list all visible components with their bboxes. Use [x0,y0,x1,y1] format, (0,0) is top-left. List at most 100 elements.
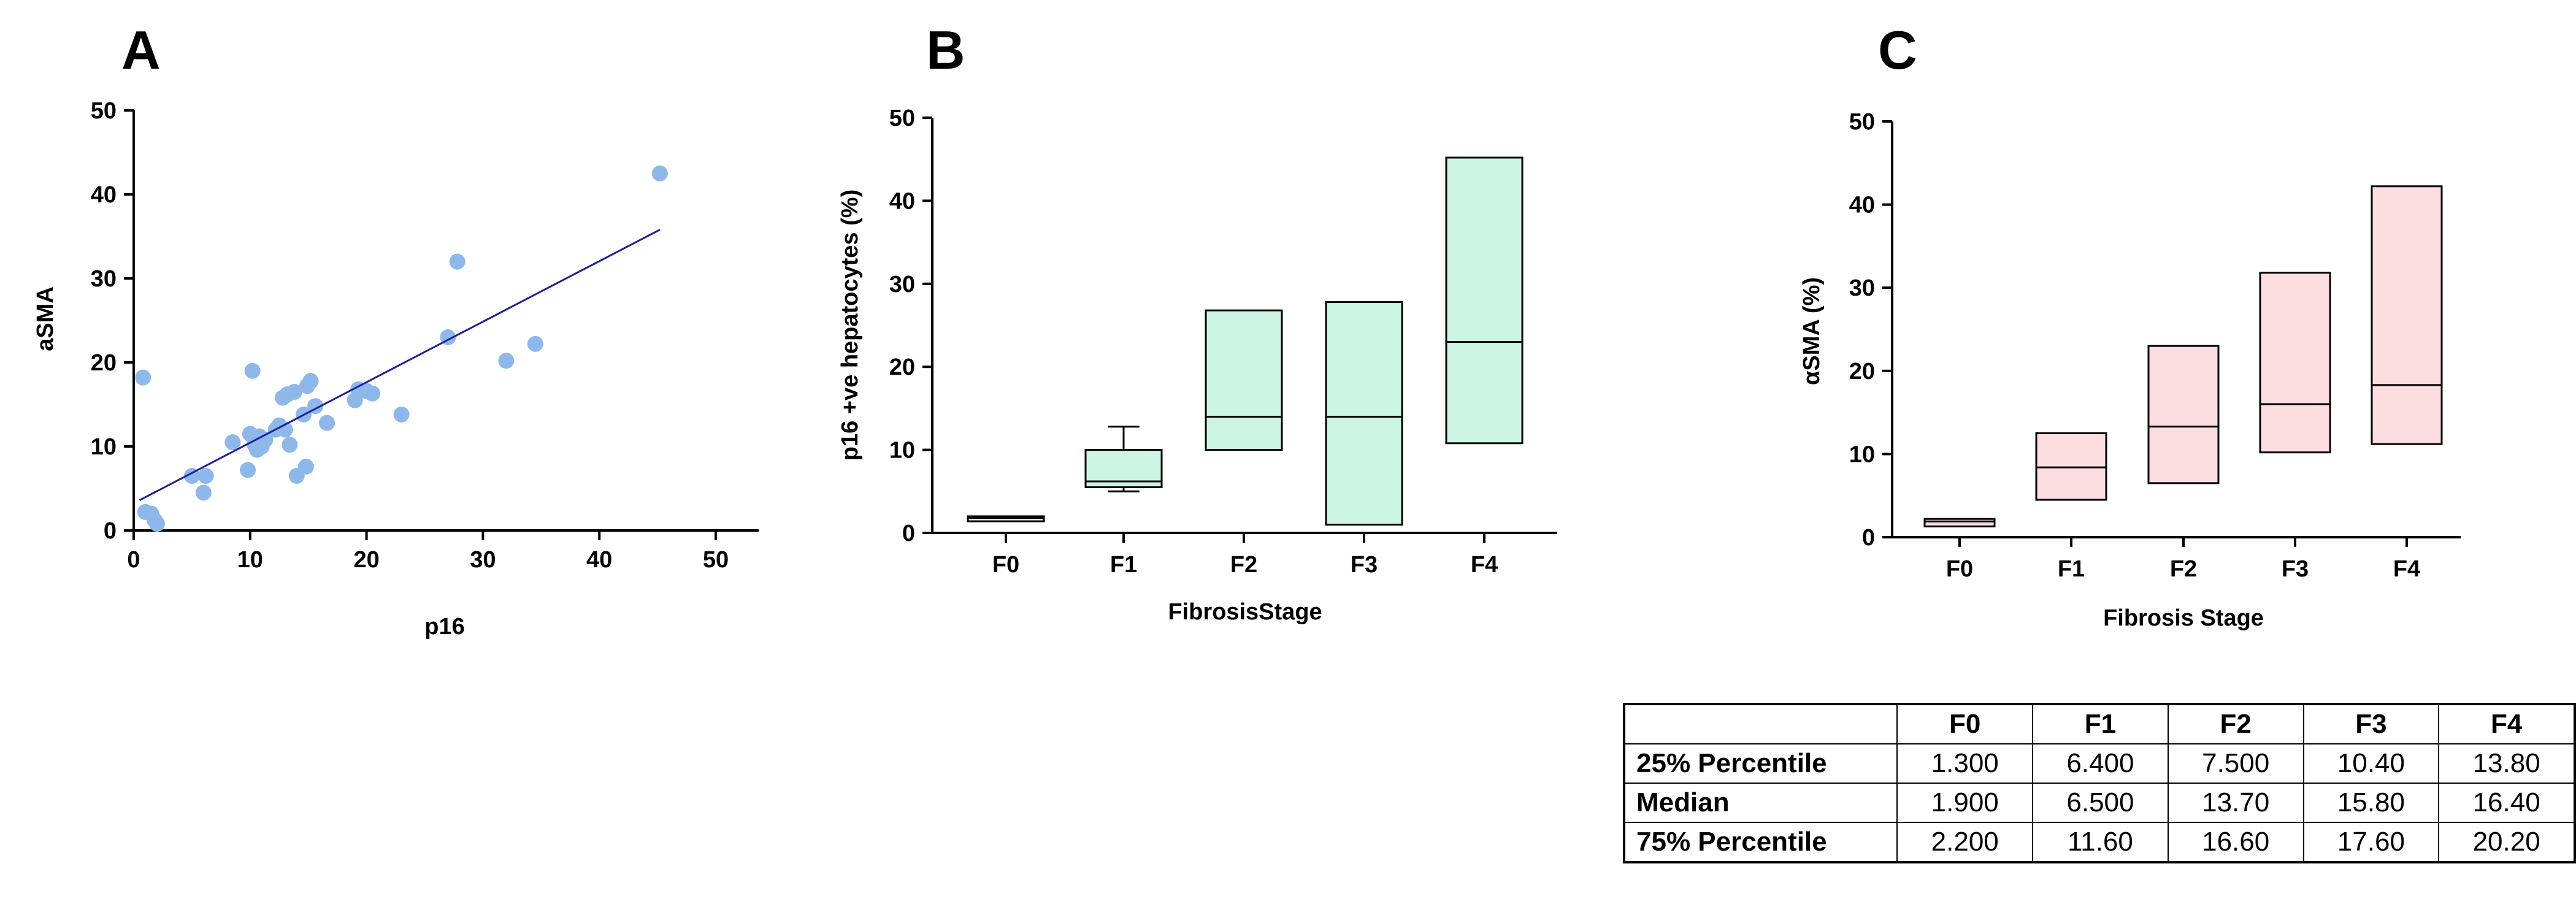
table-row-label: 75% Percentile [1623,822,1898,863]
box-f2 [1205,309,1283,451]
y-tick-label: 50 [91,98,117,124]
scatter-point [224,434,241,451]
table-cell: 17.60 [2302,822,2440,863]
x-tick-label: 0 [127,547,140,573]
box-f4 [1445,156,1524,445]
table-cell: 1.900 [1896,783,2034,823]
scatter-point [393,406,410,423]
panel-b-boxes [967,156,1524,526]
table-cell: 1.300 [1896,743,2034,784]
y-tick-label: 40 [91,182,117,208]
scatter-point [257,432,274,448]
y-tick-label: 30 [889,272,915,297]
percentile-table: F0 F1 F2 F3 F4 25% Percentile 1.300 6.40… [1623,703,2576,863]
y-tick-label: 50 [1849,109,1875,135]
panel-b-x-title: FibrosisStage [1168,599,1322,625]
scatter-point [364,385,381,402]
x-tick-label: 20 [353,547,379,573]
table-cell: 6.400 [2032,743,2169,784]
x-tick-label: 30 [470,547,496,573]
x-tick-label: 50 [703,547,729,573]
x-tick-label: F3 [1351,552,1378,578]
y-tick-label: 0 [104,518,117,544]
scatter-point [148,516,165,532]
box-f3 [2259,272,2331,454]
panel-a-x-title: p16 [424,614,464,640]
table-cell: 15.80 [2302,783,2440,823]
panel-b: B 0 10 20 30 40 50 F0 F1 F2 F3 F4 FibrosisStage p1… [837,20,1557,625]
box-f2 [2147,345,2220,484]
table-col-header: F2 [2167,703,2304,744]
scatter-point [244,362,261,379]
scatter-point [449,253,466,270]
table-cell: 6.500 [2032,783,2169,823]
panel-b-letter: B [926,20,965,80]
panel-c-boxes [1923,185,2443,527]
scatter-point [195,484,212,501]
panel-b-ticks: 0 10 20 30 40 50 F0 F1 F2 F3 F4 [889,105,1498,578]
scatter-point [282,437,298,453]
table-row-label: Median [1623,783,1898,823]
table-cell: 16.40 [2438,783,2575,823]
y-tick-label: 10 [91,434,117,460]
table-cell: 7.500 [2167,743,2304,784]
table-row: 75% Percentile 2.200 11.60 16.60 17.60 2… [1623,822,2575,863]
x-tick-label: F1 [1110,552,1137,578]
scatter-point [651,165,668,182]
x-tick-label: F0 [1946,556,1973,582]
scatter-point [286,383,302,400]
x-tick-label: F3 [2282,556,2309,582]
panel-c-letter: C [1878,20,1917,80]
panel-c: C 0 10 20 30 40 50 F0 F1 F2 F3 F4 Fibrosis Stage α… [1799,20,2461,631]
table-cell: 16.60 [2167,822,2304,863]
x-tick-label: 40 [586,547,612,573]
table-row: 25% Percentile 1.300 6.400 7.500 10.40 1… [1623,743,2575,784]
x-tick-label: F1 [2058,556,2085,582]
y-tick-label: 30 [91,266,117,292]
table-cell: 2.200 [1896,822,2034,863]
y-tick-label: 40 [1849,193,1875,218]
panel-c-y-title: αSMA (%) [1799,277,1825,385]
table-row: Median 1.900 6.500 13.70 15.80 16.40 [1623,783,2575,823]
panel-a: A 0 10 20 30 40 50 0 10 20 30 40 50 p16 aSMA [33,20,759,640]
panel-a-letter: A [121,20,161,80]
table-col-header: F1 [2032,703,2169,744]
scatter-point [240,462,256,478]
y-tick-label: 0 [1862,525,1875,551]
scatter-point [498,353,515,369]
table-col-header: F0 [1896,703,2034,744]
regression-line [139,229,661,502]
table-corner [1623,703,1898,744]
y-tick-label: 10 [1849,442,1875,467]
box-f4 [2371,185,2443,445]
scatter-point [527,335,543,352]
y-tick-label: 20 [1849,359,1875,385]
scatter-point [135,369,151,386]
x-tick-label: F4 [2393,556,2420,582]
table-col-header: F4 [2438,703,2575,744]
box-f3 [1325,301,1403,526]
panel-c-ticks: 0 10 20 30 40 50 F0 F1 F2 F3 F4 [1849,109,2420,582]
table-header-row: F0 F1 F2 F3 F4 [1623,703,2575,744]
panel-a-points [135,165,668,532]
x-tick-label: F0 [992,552,1019,578]
scatter-point [197,467,214,484]
table-cell: 10.40 [2302,743,2440,784]
scatter-point [297,458,314,475]
y-tick-label: 0 [902,521,915,546]
y-tick-label: 10 [889,438,915,464]
table-col-header: F3 [2302,703,2440,744]
table-cell: 11.60 [2032,822,2169,863]
panel-b-y-title: p16 +ve hepatocytes (%) [837,189,863,461]
x-tick-label: F2 [2170,556,2197,582]
y-tick-label: 40 [889,188,915,214]
y-tick-label: 20 [889,354,915,380]
table-cell: 13.80 [2438,743,2575,784]
panel-a-ticks: 0 10 20 30 40 50 0 10 20 30 40 50 [91,98,729,573]
table-row-label: 25% Percentile [1623,743,1898,784]
table-cell: 20.20 [2438,822,2575,863]
panel-c-x-title: Fibrosis Stage [2103,605,2264,631]
table-cell: 13.70 [2167,783,2304,823]
y-tick-label: 50 [889,105,915,131]
